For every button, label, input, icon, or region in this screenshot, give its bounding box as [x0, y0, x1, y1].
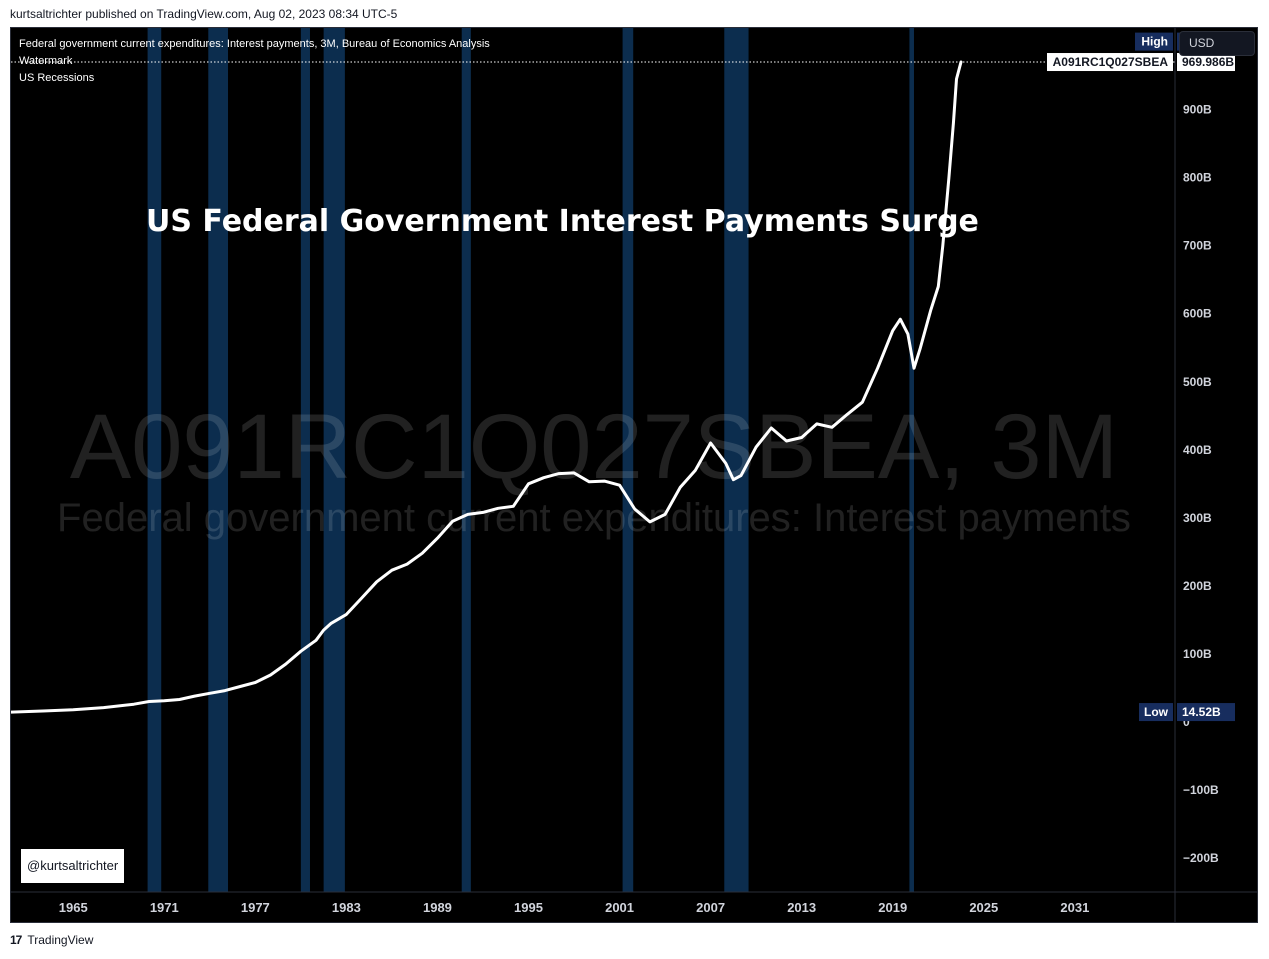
legend-indicator-watermark[interactable]: Watermark: [19, 55, 73, 67]
x-tick-label-9: 2019: [878, 900, 907, 915]
y-tick-label-1: 800B: [1183, 171, 1212, 185]
y-tick-label-4: 500B: [1183, 375, 1212, 389]
x-tick-label-11: 2031: [1060, 900, 1089, 915]
recession-band-3: [323, 28, 345, 892]
y-tick-label-0: 900B: [1183, 103, 1212, 117]
y-tick-label-8: 100B: [1183, 647, 1212, 661]
y-tick-label-7: 200B: [1183, 579, 1212, 593]
recession-band-4: [461, 28, 471, 892]
y-tick-label-9: 0: [1183, 715, 1190, 729]
legend-series-title[interactable]: Federal government current expenditures:…: [19, 38, 490, 50]
x-tick-label-1: 1971: [150, 900, 179, 915]
author-credit: @kurtsaltrichter: [21, 849, 125, 883]
x-tick-label-4: 1989: [423, 900, 452, 915]
price-axis[interactable]: 900B 800B 700B 600B 500B 400B 300B 200B 100B 0 −10…: [1183, 103, 1219, 865]
legend-indicator-recessions[interactable]: US Recessions: [19, 72, 95, 84]
symbol-price-label-box: [1047, 53, 1173, 72]
recession-layer: [147, 28, 914, 892]
low-value-label: 14.52B: [1182, 705, 1221, 719]
x-tick-label-3: 1983: [332, 900, 361, 915]
chart-frame[interactable]: A091RC1Q027SBEA, 3M Federal government c…: [10, 27, 1258, 923]
high-label: High: [1141, 35, 1168, 49]
low-label-box: [1139, 703, 1173, 722]
watermark-sub-text: Federal government current expenditures:…: [57, 496, 1131, 540]
recession-band-5: [622, 28, 634, 892]
currency-button[interactable]: USD: [1179, 31, 1255, 56]
tradingview-footer[interactable]: 17 TradingView: [10, 933, 93, 947]
publish-line: kurtsaltrichter published on TradingView…: [10, 7, 398, 21]
recession-band-6: [724, 28, 749, 892]
y-tick-label-3: 600B: [1183, 307, 1212, 321]
tradingview-logo-icon: 17: [10, 933, 22, 947]
x-tick-label-7: 2007: [696, 900, 725, 915]
low-label: Low: [1144, 705, 1169, 719]
chart-title: US Federal Government Interest Payments …: [146, 204, 979, 239]
recession-band-0: [147, 28, 162, 892]
x-tick-label-0: 1965: [59, 900, 88, 915]
y-tick-label-11: −200B: [1183, 851, 1219, 865]
last-value-label-box: [1177, 53, 1235, 72]
y-tick-label-10: −100B: [1183, 783, 1219, 797]
recession-band-2: [300, 28, 310, 892]
high-label-box: [1135, 32, 1173, 51]
chart-canvas[interactable]: A091RC1Q027SBEA, 3M Federal government c…: [11, 28, 1257, 922]
time-axis[interactable]: 1965 1971 1977 1983 1989 1995 2001 2007 2013 2019…: [59, 900, 1090, 915]
x-tick-label-5: 1995: [514, 900, 543, 915]
x-tick-label-10: 2025: [969, 900, 998, 915]
tradingview-brand: TradingView: [27, 933, 94, 947]
y-tick-label-6: 300B: [1183, 511, 1212, 525]
low-value-label-box: [1177, 703, 1235, 722]
symbol-price-label: A091RC1Q027SBEA: [1053, 55, 1169, 69]
x-tick-label-8: 2013: [787, 900, 816, 915]
chart-legend: Federal government current expenditures:…: [19, 36, 490, 87]
x-tick-label-6: 2001: [605, 900, 634, 915]
last-value-label: 969.986B: [1182, 55, 1234, 69]
series-line: [11, 60, 963, 714]
recession-band-7: [909, 28, 914, 892]
x-tick-label-2: 1977: [241, 900, 270, 915]
y-tick-label-2: 700B: [1183, 239, 1212, 253]
recession-band-1: [208, 28, 229, 892]
y-tick-label-5: 400B: [1183, 443, 1212, 457]
